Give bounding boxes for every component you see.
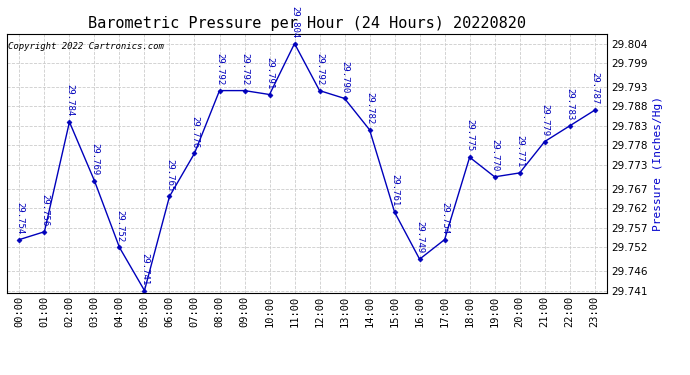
Text: Copyright 2022 Cartronics.com: Copyright 2022 Cartronics.com (8, 42, 164, 51)
Text: 29.776: 29.776 (190, 116, 199, 148)
Text: 29.784: 29.784 (65, 84, 74, 116)
Text: 29.741: 29.741 (140, 253, 149, 285)
Text: 29.783: 29.783 (565, 88, 574, 120)
Text: 29.754: 29.754 (440, 202, 449, 234)
Text: 29.756: 29.756 (40, 194, 49, 226)
Text: 29.790: 29.790 (340, 61, 349, 93)
Title: Barometric Pressure per Hour (24 Hours) 20220820: Barometric Pressure per Hour (24 Hours) … (88, 16, 526, 31)
Text: 29.792: 29.792 (240, 53, 249, 85)
Text: 29.804: 29.804 (290, 6, 299, 38)
Text: 29.775: 29.775 (465, 120, 474, 152)
Text: 29.782: 29.782 (365, 92, 374, 124)
Text: 29.765: 29.765 (165, 159, 174, 191)
Text: 29.752: 29.752 (115, 210, 124, 242)
Text: 29.779: 29.779 (540, 104, 549, 136)
Text: 29.787: 29.787 (590, 72, 599, 105)
Text: 29.770: 29.770 (490, 139, 499, 171)
Text: 29.769: 29.769 (90, 143, 99, 175)
Text: 29.749: 29.749 (415, 221, 424, 254)
Text: 29.791: 29.791 (265, 57, 274, 89)
Text: 29.761: 29.761 (390, 174, 399, 207)
Text: 29.771: 29.771 (515, 135, 524, 167)
Text: 29.754: 29.754 (15, 202, 24, 234)
Y-axis label: Pressure (Inches/Hg): Pressure (Inches/Hg) (653, 96, 663, 231)
Text: 29.792: 29.792 (315, 53, 324, 85)
Text: 29.792: 29.792 (215, 53, 224, 85)
